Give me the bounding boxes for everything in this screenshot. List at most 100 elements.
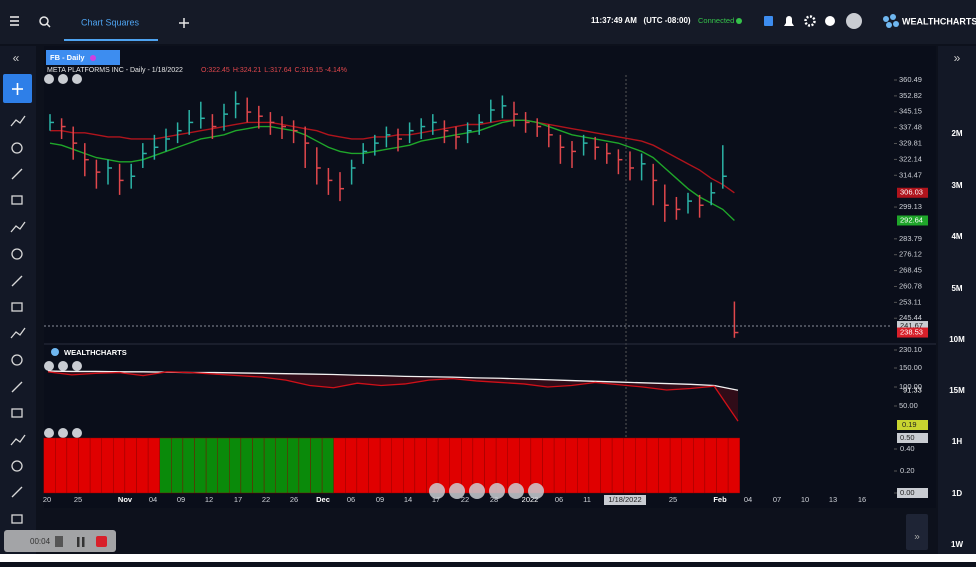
bell-icon[interactable] [784,16,794,26]
regime-block [727,437,740,494]
search-icon[interactable] [39,16,51,28]
regime-block [403,437,416,494]
regime-block [693,437,706,494]
recorder-time: 00:04 [30,537,51,546]
y-tick-label: 268.45 [899,266,922,275]
regime-block [263,437,276,494]
x-tick-label: 14 [404,495,412,504]
y-tick-label: 322.14 [899,154,922,163]
timeframe[interactable]: 3M [951,181,962,190]
timeframe[interactable]: 1D [952,489,962,498]
tool-icon [11,275,23,287]
timeframe[interactable]: 1H [952,437,962,446]
indicator-logo: WEALTHCHARTS [64,348,127,357]
panel-button[interactable] [58,361,68,371]
ohlc-item: L:317.64 [264,67,291,74]
panel-button[interactable] [44,428,54,438]
price-tag-bg [897,321,928,332]
regime-block [333,437,346,494]
x-tick-label: 07 [773,495,781,504]
timeframe[interactable]: 4M [951,232,962,241]
settings-icon[interactable] [804,15,816,27]
avatar[interactable] [846,13,862,29]
logo: WEALTHCHARTS [902,16,976,26]
tool-icon [11,486,23,498]
x-tick-label: 25 [669,495,677,504]
x-tick-label: 10 [801,495,809,504]
menu-icon[interactable] [10,16,19,26]
nav-button[interactable] [489,483,505,499]
tool-icon [11,460,23,472]
panel-button[interactable] [44,361,54,371]
expand-icon[interactable]: » [954,51,961,65]
regime-block [588,437,601,494]
recorder-pause[interactable] [82,537,85,547]
symbol-tag-bg[interactable] [46,50,120,65]
recorder-delete[interactable] [55,536,63,547]
tool-icon [11,142,23,154]
ohlc-values: O:322.45 H:324.21 L:317.64 C:319.15 -4.14% [201,67,347,74]
recorder-stop[interactable] [96,536,107,547]
regime-block [66,437,79,494]
timeframe[interactable]: 10M [949,335,965,344]
regime-block [298,437,311,494]
scroll-button[interactable] [906,514,928,550]
panel-button[interactable] [58,428,68,438]
nav-button[interactable] [528,483,544,499]
bottom-strip [0,554,976,562]
top-label-bg [897,433,928,443]
regime-block [368,437,381,494]
y-tick-label: 150.00 [899,363,922,372]
regime-block [171,437,184,494]
panel-button[interactable] [72,428,82,438]
tool-icon [10,434,26,446]
regime-block [345,437,358,494]
regime-block [391,437,404,494]
nav-button[interactable] [469,483,485,499]
symbol-tag[interactable]: FB - Daily [50,53,85,62]
timeframe[interactable]: 15M [949,386,965,395]
regime-block [55,437,68,494]
x-tick-label: Nov [118,495,133,504]
nav-button[interactable] [508,483,524,499]
nav-button[interactable] [429,483,445,499]
regime-block [356,437,369,494]
tab[interactable]: Chart Squares [81,17,140,27]
regime-block [252,437,265,494]
regime-block [623,437,636,494]
regime-block [600,437,613,494]
panel-button[interactable] [44,74,54,84]
regime-block [565,437,578,494]
panel-button[interactable] [72,361,82,371]
y-tick-label: 230.10 [899,345,922,354]
x-tick-label: 1/18/2022 [608,495,641,504]
left-toolbar [0,46,36,562]
y-tick-label: 314.47 [899,170,922,179]
ohlc-item: O:322.45 [201,67,230,74]
regime-block [182,437,195,494]
ma-tag: 306.03 [900,188,923,197]
collapse-icon[interactable]: « [13,51,20,65]
x-tick-label: Dec [316,495,330,504]
timezone[interactable]: (UTC -08:00) [643,16,690,25]
regime-value: 0.19 [902,420,917,429]
timeframe[interactable]: 2M [951,129,962,138]
y-tick-label: 260.78 [899,281,922,290]
ohlc-item: C:319.15 -4.14% [294,67,347,74]
panel-button[interactable] [72,74,82,84]
x-tick-label: 17 [234,495,242,504]
add-tab[interactable] [179,18,189,28]
help-icon[interactable] [825,16,835,26]
panel-button[interactable] [58,74,68,84]
timeframe[interactable]: 5M [951,284,962,293]
regime-block [310,437,323,494]
nav-button[interactable] [449,483,465,499]
timeframe[interactable]: 1W [951,540,963,549]
regime-block [205,437,218,494]
cursor-date-bg [604,495,646,505]
scroll-icon: » [914,532,920,543]
recorder-pause[interactable] [77,537,80,547]
save-icon[interactable] [764,16,773,26]
last-tag: 238.53 [900,328,923,337]
